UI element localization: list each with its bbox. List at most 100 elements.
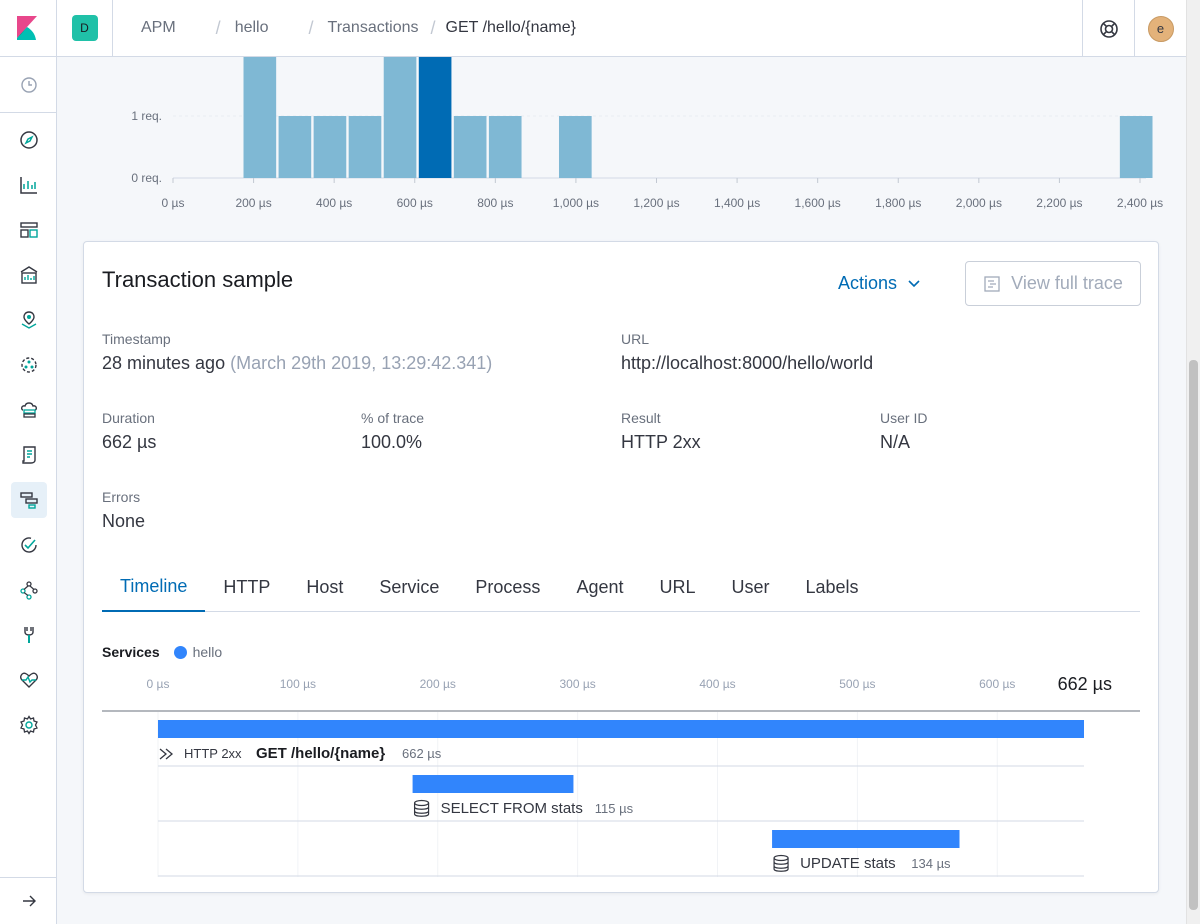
ml-icon — [21, 357, 37, 373]
histogram-bar[interactable] — [488, 116, 522, 178]
tab-http[interactable]: HTTP — [223, 576, 271, 597]
histogram-x-tick-label: 1,200 µs — [633, 196, 679, 210]
tab-url[interactable]: URL — [659, 576, 696, 597]
timeline-tick-label: 200 µs — [420, 677, 456, 691]
tab-labels[interactable]: Labels — [805, 576, 859, 597]
url-value: http://localhost:8000/hello/world — [621, 353, 874, 373]
span-name[interactable]: GET /hello/{name} — [256, 745, 385, 762]
span-duration-label: 134 µs — [911, 856, 951, 871]
trace-doc-icon — [984, 275, 1000, 292]
arrow-right-icon — [22, 895, 36, 907]
histogram-bar[interactable] — [1119, 116, 1153, 178]
timestamp-absolute: (March 29th 2019, 13:29:42.341) — [230, 353, 493, 373]
nav-monitoring[interactable] — [11, 662, 47, 698]
histogram-bar[interactable] — [348, 116, 382, 178]
url-label: URL — [621, 331, 650, 347]
nav-discover[interactable] — [11, 122, 47, 158]
nav-management[interactable] — [11, 707, 47, 743]
page-scrollbar[interactable] — [1186, 0, 1200, 924]
breadcrumb-separator: / — [215, 17, 221, 38]
duration-field: Duration 662 µs — [102, 410, 156, 453]
span-bar[interactable] — [412, 775, 574, 793]
timeline-total-label: 662 µs — [1058, 674, 1112, 694]
view-full-trace-label: View full trace — [1011, 273, 1123, 293]
service-color-dot — [173, 645, 187, 659]
span-duration-label: 662 µs — [402, 746, 442, 761]
dashboard-icon — [20, 222, 38, 238]
nav-visualize[interactable] — [11, 167, 47, 203]
histogram-bar[interactable] — [278, 116, 312, 178]
url-field: URL http://localhost:8000/hello/world — [621, 331, 873, 374]
tab-service[interactable]: Service — [379, 576, 440, 597]
span-name[interactable]: UPDATE stats — [800, 855, 896, 872]
timeline-tick-label: 0 µs — [147, 677, 170, 691]
nav-maps[interactable] — [11, 302, 47, 338]
nav-apm[interactable] — [11, 482, 47, 518]
scrollbar-thumb[interactable] — [1189, 360, 1198, 910]
tab-process[interactable]: Process — [475, 576, 541, 597]
nav-dashboard[interactable] — [11, 212, 47, 248]
histogram-bar[interactable] — [313, 116, 347, 178]
nav-canvas[interactable] — [11, 257, 47, 293]
duration-value: 662 µs — [102, 432, 157, 452]
breadcrumb-separator: / — [430, 17, 436, 38]
histogram-bar[interactable] — [558, 116, 592, 178]
histogram-y-tick-label: 1 req. — [131, 109, 162, 123]
timestamp-relative: 28 minutes ago — [102, 353, 226, 373]
histogram-x-tick-label: 2,400 µs — [1117, 196, 1163, 210]
span-bar[interactable] — [772, 830, 960, 848]
nav-expand-button[interactable] — [0, 877, 57, 924]
actions-button[interactable]: Actions — [838, 273, 921, 294]
tab-host[interactable]: Host — [306, 576, 344, 597]
tab-timeline[interactable]: Timeline — [102, 562, 206, 612]
nav-infrastructure[interactable] — [11, 392, 47, 428]
nav-dev-tools[interactable] — [11, 617, 47, 653]
span-duration-label: 115 µs — [595, 801, 634, 816]
kibana-logo[interactable] — [0, 0, 57, 57]
errors-value: None — [102, 511, 146, 531]
histogram-x-tick-label: 1,800 µs — [875, 196, 921, 210]
histogram-x-tick-label: 2,000 µs — [956, 196, 1002, 210]
histogram-x-tick-label: 0 µs — [162, 196, 185, 210]
visualize-icon — [20, 177, 37, 194]
user-id-value: N/A — [880, 432, 911, 452]
space-badge: D — [71, 15, 98, 41]
histogram-x-tick-label: 1,600 µs — [795, 196, 841, 210]
result-field: Result HTTP 2xx — [621, 410, 701, 453]
span-bar[interactable] — [158, 720, 1084, 738]
database-icon — [413, 799, 430, 817]
kibana-logo-icon — [17, 16, 37, 40]
histogram-bar[interactable] — [453, 116, 487, 178]
result-label: Result — [621, 410, 661, 426]
sample-tabs: Timeline HTTP Host Service Process Agent… — [102, 562, 1140, 612]
breadcrumb-service[interactable]: hello — [234, 19, 269, 36]
nav-graph[interactable] — [11, 572, 47, 608]
histogram-x-tick-label: 1,400 µs — [714, 196, 760, 210]
breadcrumb: APM / hello / Transactions / GET /hello/… — [113, 0, 576, 57]
histogram-x-tick-label: 200 µs — [235, 196, 271, 210]
span-name[interactable]: SELECT FROM stats — [441, 800, 583, 817]
timeline-tick-label: 500 µs — [839, 677, 875, 691]
user-menu-button[interactable]: e — [1134, 0, 1186, 57]
nav-uptime[interactable] — [11, 527, 47, 563]
nav-machine-learning[interactable] — [11, 347, 47, 383]
breadcrumb-apm[interactable]: APM — [141, 19, 176, 36]
errors-field: Errors None — [102, 489, 145, 532]
breadcrumb-transactions[interactable]: Transactions — [327, 19, 419, 36]
timeline-tick-label: 400 µs — [699, 677, 735, 691]
tab-agent[interactable]: Agent — [576, 576, 624, 597]
user-id-label: User ID — [880, 410, 928, 426]
recently-viewed-button[interactable] — [11, 67, 47, 103]
histogram-bar[interactable] — [243, 57, 277, 178]
help-lifebuoy-icon — [1099, 19, 1118, 38]
timestamp-field: Timestamp 28 minutes ago (March 29th 201… — [102, 331, 492, 374]
histogram-bar[interactable] — [383, 57, 417, 178]
nav-logs[interactable] — [11, 437, 47, 473]
percent-of-trace-field: % of trace 100.0% — [361, 410, 424, 453]
view-full-trace-button[interactable]: View full trace — [965, 261, 1141, 306]
tab-user[interactable]: User — [731, 576, 770, 597]
user-id-field: User ID N/A — [880, 410, 927, 453]
space-selector[interactable]: D — [57, 0, 113, 57]
help-button[interactable] — [1082, 0, 1134, 57]
histogram-bar-selected[interactable] — [418, 57, 452, 178]
